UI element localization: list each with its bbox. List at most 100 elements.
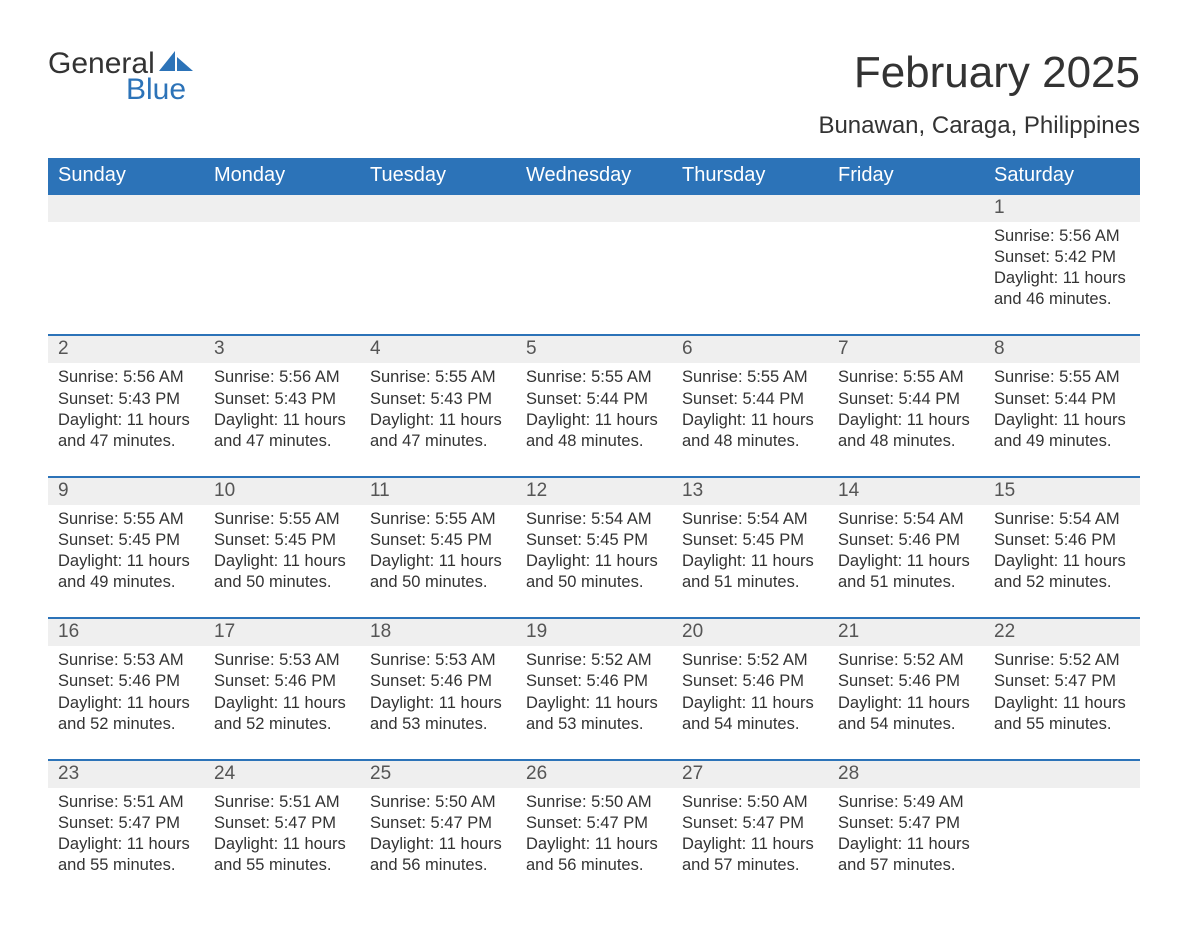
day-info-line: Daylight: 11 hours and 52 minutes.: [994, 551, 1130, 593]
dow-cell: Tuesday: [360, 158, 516, 195]
day-number: 22: [984, 619, 1140, 646]
day-info-line: Sunset: 5:44 PM: [682, 389, 818, 410]
day-content: Sunrise: 5:52 AMSunset: 5:46 PMDaylight:…: [672, 646, 828, 734]
day-number: [828, 195, 984, 222]
day-content: Sunrise: 5:50 AMSunset: 5:47 PMDaylight:…: [672, 788, 828, 876]
calendar-day-cell: [48, 222, 204, 334]
day-info-line: Sunrise: 5:51 AM: [214, 792, 350, 813]
day-content: Sunrise: 5:55 AMSunset: 5:43 PMDaylight:…: [360, 363, 516, 451]
calendar-week-content: Sunrise: 5:56 AMSunset: 5:42 PMDaylight:…: [48, 222, 1140, 334]
calendar-week: 1Sunrise: 5:56 AMSunset: 5:42 PMDaylight…: [48, 195, 1140, 334]
page-title: February 2025: [818, 48, 1140, 98]
day-info-line: Sunset: 5:47 PM: [214, 813, 350, 834]
day-info-line: Sunrise: 5:50 AM: [682, 792, 818, 813]
day-number: 13: [672, 478, 828, 505]
calendar-day-cell: Sunrise: 5:50 AMSunset: 5:47 PMDaylight:…: [672, 788, 828, 900]
day-content: [516, 222, 672, 227]
day-info-line: Daylight: 11 hours and 46 minutes.: [994, 268, 1130, 310]
calendar-week-content: Sunrise: 5:55 AMSunset: 5:45 PMDaylight:…: [48, 505, 1140, 617]
day-info-line: Daylight: 11 hours and 56 minutes.: [526, 834, 662, 876]
day-info-line: Sunset: 5:42 PM: [994, 247, 1130, 268]
day-info-line: Daylight: 11 hours and 51 minutes.: [682, 551, 818, 593]
day-info-line: Sunset: 5:43 PM: [58, 389, 194, 410]
calendar-day-cell: [204, 222, 360, 334]
day-content: Sunrise: 5:52 AMSunset: 5:47 PMDaylight:…: [984, 646, 1140, 734]
day-number: 27: [672, 761, 828, 788]
day-number: 17: [204, 619, 360, 646]
calendar-day-cell: [672, 222, 828, 334]
day-number: 18: [360, 619, 516, 646]
day-content: Sunrise: 5:55 AMSunset: 5:44 PMDaylight:…: [828, 363, 984, 451]
day-number: 20: [672, 619, 828, 646]
day-number: 12: [516, 478, 672, 505]
day-content: Sunrise: 5:50 AMSunset: 5:47 PMDaylight:…: [516, 788, 672, 876]
day-info-line: Sunrise: 5:55 AM: [370, 509, 506, 530]
day-number: 15: [984, 478, 1140, 505]
calendar-day-cell: Sunrise: 5:55 AMSunset: 5:45 PMDaylight:…: [204, 505, 360, 617]
day-content: [828, 222, 984, 227]
day-number: [672, 195, 828, 222]
day-info-line: Sunset: 5:46 PM: [682, 671, 818, 692]
day-info-line: Sunset: 5:44 PM: [838, 389, 974, 410]
day-info-line: Sunrise: 5:54 AM: [682, 509, 818, 530]
day-info-line: Daylight: 11 hours and 48 minutes.: [526, 410, 662, 452]
day-info-line: Daylight: 11 hours and 48 minutes.: [682, 410, 818, 452]
day-info-line: Daylight: 11 hours and 52 minutes.: [58, 693, 194, 735]
calendar-week: 9101112131415Sunrise: 5:55 AMSunset: 5:4…: [48, 476, 1140, 617]
day-info-line: Sunset: 5:46 PM: [370, 671, 506, 692]
day-info-line: Sunset: 5:44 PM: [994, 389, 1130, 410]
day-content: Sunrise: 5:56 AMSunset: 5:43 PMDaylight:…: [48, 363, 204, 451]
day-info-line: Sunrise: 5:52 AM: [682, 650, 818, 671]
day-info-line: Sunset: 5:44 PM: [526, 389, 662, 410]
day-content: Sunrise: 5:56 AMSunset: 5:42 PMDaylight:…: [984, 222, 1140, 310]
day-info-line: Sunrise: 5:55 AM: [370, 367, 506, 388]
day-info-line: Sunset: 5:45 PM: [214, 530, 350, 551]
calendar-week: 232425262728Sunrise: 5:51 AMSunset: 5:47…: [48, 759, 1140, 900]
day-info-line: Daylight: 11 hours and 47 minutes.: [370, 410, 506, 452]
brand-word-2: Blue: [48, 74, 193, 106]
day-info-line: Sunrise: 5:54 AM: [526, 509, 662, 530]
day-info-line: Daylight: 11 hours and 50 minutes.: [214, 551, 350, 593]
day-info-line: Sunrise: 5:54 AM: [838, 509, 974, 530]
calendar-day-cell: Sunrise: 5:55 AMSunset: 5:45 PMDaylight:…: [48, 505, 204, 617]
daynum-band: 232425262728: [48, 761, 1140, 788]
day-number: [360, 195, 516, 222]
day-info-line: Sunrise: 5:56 AM: [994, 226, 1130, 247]
dow-cell: Friday: [828, 158, 984, 195]
day-info-line: Sunrise: 5:52 AM: [838, 650, 974, 671]
calendar-week: 2345678Sunrise: 5:56 AMSunset: 5:43 PMDa…: [48, 334, 1140, 475]
day-content: Sunrise: 5:54 AMSunset: 5:45 PMDaylight:…: [672, 505, 828, 593]
day-info-line: Daylight: 11 hours and 53 minutes.: [370, 693, 506, 735]
calendar-day-cell: Sunrise: 5:56 AMSunset: 5:43 PMDaylight:…: [204, 363, 360, 475]
calendar-day-cell: Sunrise: 5:54 AMSunset: 5:46 PMDaylight:…: [984, 505, 1140, 617]
day-content: Sunrise: 5:55 AMSunset: 5:45 PMDaylight:…: [48, 505, 204, 593]
calendar-weeks: 1Sunrise: 5:56 AMSunset: 5:42 PMDaylight…: [48, 195, 1140, 900]
calendar-day-cell: Sunrise: 5:50 AMSunset: 5:47 PMDaylight:…: [360, 788, 516, 900]
day-info-line: Daylight: 11 hours and 54 minutes.: [682, 693, 818, 735]
day-info-line: Sunset: 5:45 PM: [682, 530, 818, 551]
day-number: 14: [828, 478, 984, 505]
calendar-day-cell: Sunrise: 5:55 AMSunset: 5:44 PMDaylight:…: [672, 363, 828, 475]
day-info-line: Sunset: 5:47 PM: [58, 813, 194, 834]
day-number: 25: [360, 761, 516, 788]
calendar-day-cell: Sunrise: 5:54 AMSunset: 5:45 PMDaylight:…: [672, 505, 828, 617]
day-content: Sunrise: 5:51 AMSunset: 5:47 PMDaylight:…: [204, 788, 360, 876]
calendar-day-cell: [516, 222, 672, 334]
day-number: [984, 761, 1140, 788]
day-info-line: Daylight: 11 hours and 53 minutes.: [526, 693, 662, 735]
header: General Blue February 2025 Bunawan, Cara…: [48, 48, 1140, 140]
calendar-day-cell: Sunrise: 5:51 AMSunset: 5:47 PMDaylight:…: [48, 788, 204, 900]
day-info-line: Sunset: 5:46 PM: [526, 671, 662, 692]
day-info-line: Daylight: 11 hours and 52 minutes.: [214, 693, 350, 735]
day-info-line: Daylight: 11 hours and 50 minutes.: [370, 551, 506, 593]
calendar-day-cell: Sunrise: 5:54 AMSunset: 5:45 PMDaylight:…: [516, 505, 672, 617]
day-content: Sunrise: 5:54 AMSunset: 5:45 PMDaylight:…: [516, 505, 672, 593]
calendar-page: General Blue February 2025 Bunawan, Cara…: [0, 0, 1188, 940]
day-content: [204, 222, 360, 227]
day-content: [360, 222, 516, 227]
calendar-week: 16171819202122Sunrise: 5:53 AMSunset: 5:…: [48, 617, 1140, 758]
day-number: 23: [48, 761, 204, 788]
day-info-line: Sunrise: 5:49 AM: [838, 792, 974, 813]
calendar-day-cell: Sunrise: 5:56 AMSunset: 5:42 PMDaylight:…: [984, 222, 1140, 334]
calendar-week-content: Sunrise: 5:56 AMSunset: 5:43 PMDaylight:…: [48, 363, 1140, 475]
